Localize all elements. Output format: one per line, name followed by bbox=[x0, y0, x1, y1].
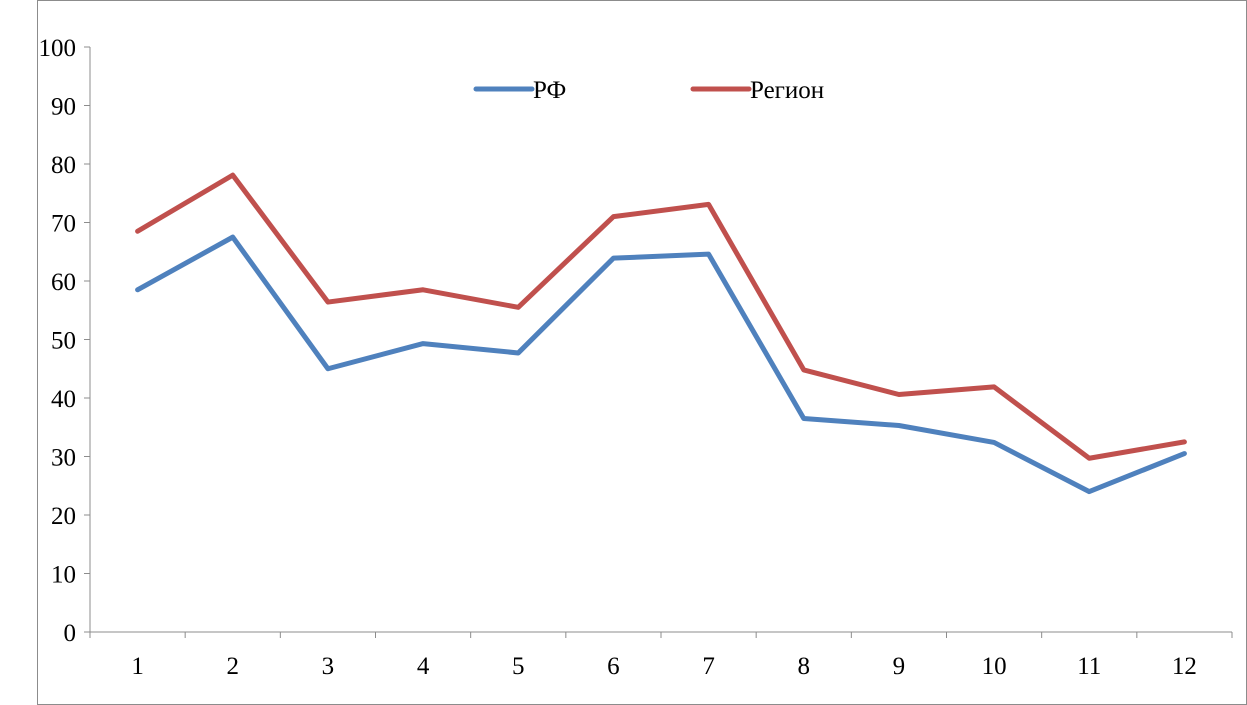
y-tick-label: 60 bbox=[51, 269, 76, 296]
y-tick-label: 80 bbox=[51, 152, 76, 179]
x-tick-label: 12 bbox=[1172, 653, 1197, 680]
x-tick-label: 6 bbox=[607, 653, 620, 680]
legend-label-region: Регион bbox=[750, 77, 824, 104]
x-tick-label: 4 bbox=[417, 653, 430, 680]
x-tick-label: 7 bbox=[702, 653, 715, 680]
y-axis-ticks: 0 10 20 30 40 50 60 70 80 90 100 bbox=[39, 35, 90, 647]
y-tick-label: 30 bbox=[51, 445, 76, 472]
x-tick-label: 8 bbox=[798, 653, 811, 680]
y-tick-label: 40 bbox=[51, 386, 76, 413]
y-tick-label: 50 bbox=[51, 328, 76, 355]
y-tick-label: 20 bbox=[51, 503, 76, 530]
legend: РФ Регион bbox=[473, 77, 824, 104]
series-line-1 bbox=[135, 172, 1187, 461]
x-tick-label: 11 bbox=[1077, 653, 1101, 680]
x-tick-label: 9 bbox=[893, 653, 906, 680]
x-tick-label: 3 bbox=[322, 653, 335, 680]
series-layer bbox=[135, 172, 1187, 495]
x-tick-label: 5 bbox=[512, 653, 525, 680]
x-tick-label: 1 bbox=[131, 653, 144, 680]
x-axis-ticks: 1 2 3 4 5 6 7 8 9 10 11 12 bbox=[89, 632, 1233, 680]
y-tick-label: 0 bbox=[64, 620, 77, 647]
y-tick-label: 10 bbox=[51, 562, 76, 589]
chart-border bbox=[37, 0, 1247, 705]
x-tick-label: 10 bbox=[982, 653, 1007, 680]
y-tick-label: 100 bbox=[39, 35, 77, 62]
y-tick-label: 70 bbox=[51, 211, 76, 238]
y-tick-label: 90 bbox=[51, 94, 76, 121]
x-tick-label: 2 bbox=[227, 653, 240, 680]
legend-label-rf: РФ bbox=[533, 77, 566, 104]
series-line-0 bbox=[135, 234, 1187, 495]
